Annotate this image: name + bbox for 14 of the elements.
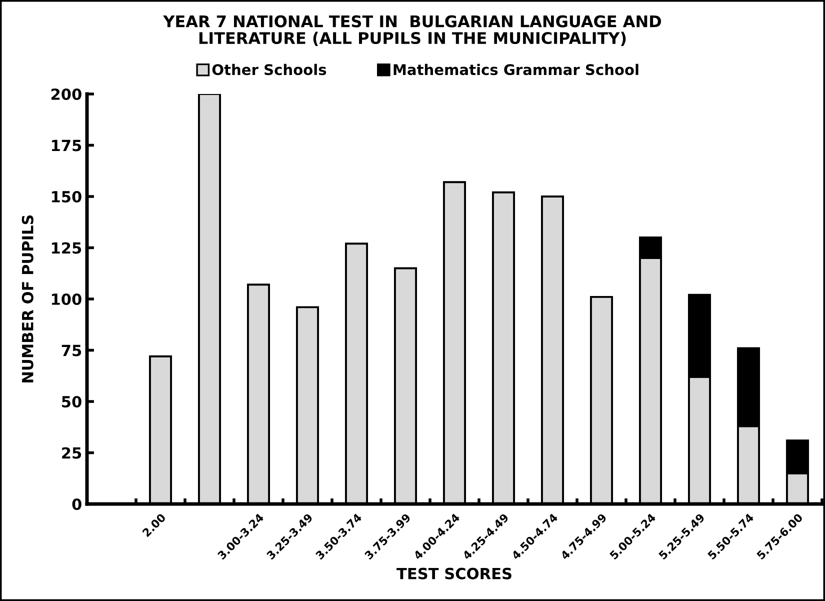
y-tick-label: 75 bbox=[62, 344, 82, 356]
chart-title: YEAR 7 NATIONAL TEST IN BULGARIAN LANGUAGE AND LITERATURE (ALL PUPILS IN THE MUNICIPALITY) bbox=[163, 15, 662, 46]
legend-label: Mathematics Grammar School bbox=[394, 64, 638, 76]
y-tick-label: 100 bbox=[52, 293, 82, 306]
y-tick-label: 150 bbox=[52, 190, 82, 203]
y-tick-label: 125 bbox=[52, 242, 82, 254]
y-tick-label: 0 bbox=[72, 498, 82, 510]
y-tick-label: 25 bbox=[62, 447, 82, 459]
y-tick-label: 175 bbox=[52, 140, 82, 152]
y-tick-label: 50 bbox=[62, 396, 82, 408]
x-axis-title: TEST SCORES bbox=[396, 568, 512, 580]
y-tick-label: 200 bbox=[51, 88, 82, 100]
y-axis-title: NUMBER OF PUPILS bbox=[22, 215, 34, 382]
legend-label: Other Schools bbox=[212, 64, 326, 76]
